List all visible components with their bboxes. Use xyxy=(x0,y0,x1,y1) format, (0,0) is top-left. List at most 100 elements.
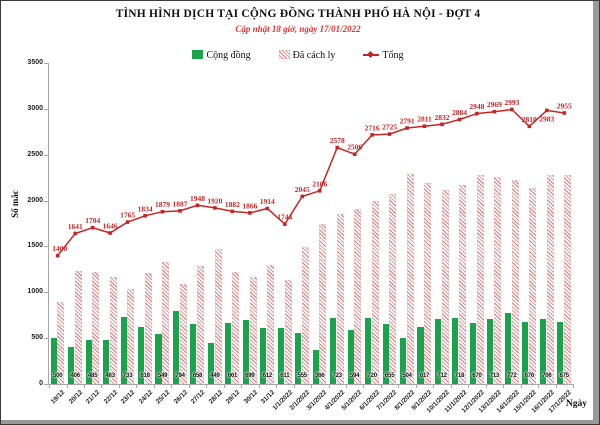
total-point-marker xyxy=(195,203,200,208)
bar-value-label: 594 xyxy=(349,373,360,379)
bar-da-cach-ly xyxy=(179,283,187,384)
bar-value-label: 713 xyxy=(489,373,500,379)
bar-value-label: 718 xyxy=(454,373,465,379)
x-tick-mark xyxy=(380,385,382,388)
total-point-label: 2993 xyxy=(504,98,519,107)
total-point-label: 1882 xyxy=(225,200,240,209)
total-point-marker xyxy=(248,211,252,215)
total-point-label: 2983 xyxy=(539,114,554,123)
bar-value-label: 617 xyxy=(419,373,430,379)
bar-da-cach-ly xyxy=(511,180,519,384)
bar-da-cach-ly xyxy=(284,280,292,384)
x-tick-mark xyxy=(136,385,138,388)
bar-value-label: 549 xyxy=(157,373,168,379)
bar-cong-dong xyxy=(557,322,564,384)
x-tick-label: 26/12 xyxy=(172,389,189,406)
x-tick-label: 27/12 xyxy=(189,389,207,406)
x-tick-label: 24/12 xyxy=(137,389,155,406)
total-point-marker xyxy=(160,209,165,214)
x-tick-mark xyxy=(433,385,435,388)
bar-value-label: 794 xyxy=(175,373,185,379)
legend-item-tong: Tổng xyxy=(363,50,404,61)
bar-cong-dong xyxy=(120,316,127,384)
bar-cong-dong xyxy=(207,342,214,384)
bar-da-cach-ly xyxy=(267,264,274,384)
bar-da-cach-ly xyxy=(459,185,467,384)
bar-da-cach-ly xyxy=(74,270,82,384)
total-point-label: 1879 xyxy=(155,200,170,209)
total-point-label: 2810 xyxy=(522,115,537,124)
total-point-marker xyxy=(265,206,270,211)
bar-cong-dong xyxy=(295,333,302,384)
x-tick-label: 29/12 xyxy=(224,389,242,406)
legend-line-marker-icon xyxy=(363,50,380,59)
bar-value-label: 661 xyxy=(227,373,238,379)
bar-value-label: 611 xyxy=(280,373,290,379)
x-tick-label: 28/12 xyxy=(207,389,224,406)
total-point-marker xyxy=(90,225,95,230)
total-point-label: 2106 xyxy=(312,179,327,188)
bar-da-cach-ly xyxy=(319,224,327,384)
total-point-label: 2578 xyxy=(330,136,345,145)
bar-da-cach-ly xyxy=(92,272,100,384)
total-point-marker xyxy=(125,220,130,224)
total-point-label: 1765 xyxy=(120,211,135,220)
total-point-marker xyxy=(108,231,112,235)
x-tick-label: 22/12 xyxy=(102,389,120,406)
total-point-label: 2791 xyxy=(400,117,415,126)
total-point-label: 1744 xyxy=(277,213,292,222)
bar-cong-dong xyxy=(522,322,529,384)
y-tick-label: 0 xyxy=(39,380,43,387)
total-point-marker xyxy=(230,209,235,214)
x-tick-mark xyxy=(398,385,400,388)
total-point-marker xyxy=(405,126,409,130)
x-tick-mark xyxy=(49,385,50,388)
x-tick-mark xyxy=(328,385,330,388)
bar-cong-dong xyxy=(365,318,372,384)
bar-value-label: 483 xyxy=(105,373,115,379)
y-tick-mark xyxy=(44,63,48,64)
bar-cong-dong xyxy=(103,339,110,384)
x-tick-mark xyxy=(241,385,243,388)
bar-cong-dong xyxy=(225,323,232,384)
x-tick-mark xyxy=(468,385,470,388)
bar-cong-dong xyxy=(452,318,459,384)
total-point-marker xyxy=(370,133,374,137)
bar-cong-dong xyxy=(504,313,511,384)
total-point-label: 2955 xyxy=(557,102,572,111)
bar-da-cach-ly xyxy=(494,177,502,384)
bar-da-cach-ly xyxy=(144,272,152,384)
chart-title: TÌNH HÌNH DỊCH TẠI CỘNG ĐỒNG THÀNH PHỐ H… xyxy=(115,8,481,20)
bar-value-label: 555 xyxy=(297,373,308,379)
bar-da-cach-ly xyxy=(249,277,257,384)
bar-value-label: 366 xyxy=(315,373,325,379)
total-point-label: 1887 xyxy=(173,199,188,208)
bar-value-label: 655 xyxy=(384,373,395,379)
legend-label-da-cach-ly: Đã cách ly xyxy=(292,50,336,61)
bar-da-cach-ly xyxy=(476,175,484,384)
x-axis-line xyxy=(48,384,574,385)
legend-item-cong-dong: Cộng đồng xyxy=(192,50,251,61)
bar-da-cach-ly xyxy=(197,265,205,384)
x-tick-mark xyxy=(101,385,103,388)
total-point-label: 1914 xyxy=(260,197,275,206)
total-point-label: 2948 xyxy=(469,102,484,111)
legend-swatch-green-icon xyxy=(192,50,204,59)
total-point-marker xyxy=(387,132,392,136)
total-point-label: 1641 xyxy=(68,222,83,231)
x-tick-mark xyxy=(293,385,295,388)
bar-cong-dong xyxy=(260,327,267,384)
total-point-label: 1834 xyxy=(138,204,153,213)
bar-da-cach-ly xyxy=(424,182,432,384)
y-tick-label: 500 xyxy=(31,334,43,342)
bar-da-cach-ly xyxy=(57,301,65,384)
bar-value-label: 618 xyxy=(140,373,150,379)
bar-cong-dong xyxy=(137,327,145,384)
x-tick-mark xyxy=(520,385,522,388)
bar-da-cach-ly xyxy=(441,189,449,384)
x-tick-mark xyxy=(538,385,540,388)
total-point-label: 2969 xyxy=(487,100,502,109)
x-tick-label: 19/12 xyxy=(50,389,67,406)
